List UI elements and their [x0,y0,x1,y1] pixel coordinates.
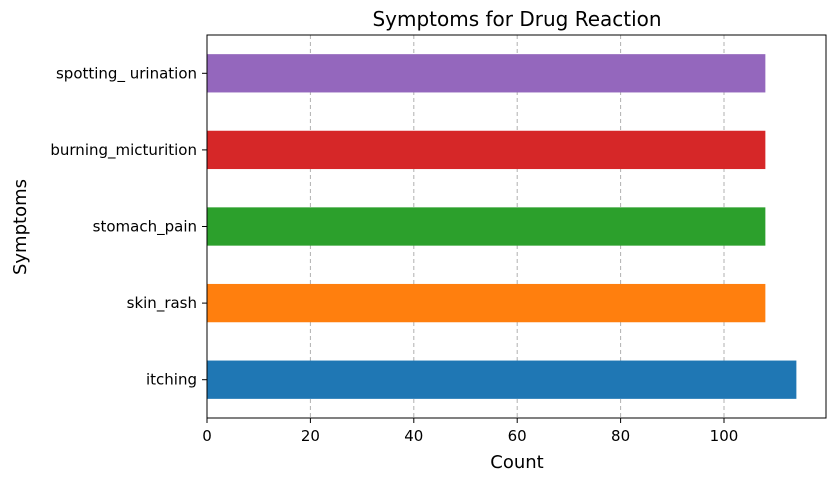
x-tick-label: 20 [301,427,320,445]
x-tick-label: 40 [404,427,423,445]
y-tick-label: burning_micturition [50,141,197,160]
bar-skin-rash [207,283,766,323]
bar-burning-micturition [207,130,766,170]
x-tick-label: 80 [611,427,630,445]
x-axis-label: Count [490,452,543,473]
bar-stomach-pain [207,207,766,246]
y-tick-label: skin_rash [127,294,197,313]
y-tick-label: stomach_pain [93,218,197,237]
x-tick-label: 100 [710,427,739,445]
bar-spotting-urination [207,54,766,93]
bar-itching [207,360,797,399]
x-axis-ticks: 0 20 40 60 80 100 [202,418,738,445]
x-tick-label: 60 [508,427,527,445]
y-tick-label: spotting_ urination [56,64,197,83]
y-axis-ticks: itching skin_rash stomach_pain burning_mict… [50,64,207,389]
bars [207,54,797,399]
x-tick-label: 0 [202,427,212,445]
chart-title: Symptoms for Drug Reaction [372,7,661,31]
y-tick-label: itching [146,371,197,389]
y-axis-label: Symptoms [10,179,31,275]
